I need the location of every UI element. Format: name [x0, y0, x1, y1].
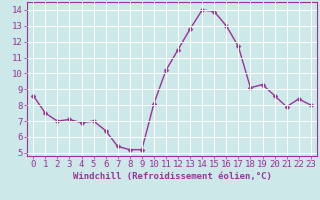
X-axis label: Windchill (Refroidissement éolien,°C): Windchill (Refroidissement éolien,°C) — [73, 172, 271, 181]
